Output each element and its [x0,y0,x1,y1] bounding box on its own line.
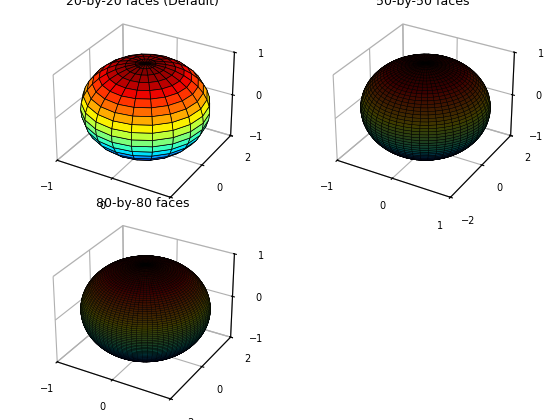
Title: 20-by-20 faces (Default): 20-by-20 faces (Default) [67,0,219,8]
Title: 80-by-80 faces: 80-by-80 faces [96,197,189,210]
Title: 50-by-50 faces: 50-by-50 faces [376,0,469,8]
